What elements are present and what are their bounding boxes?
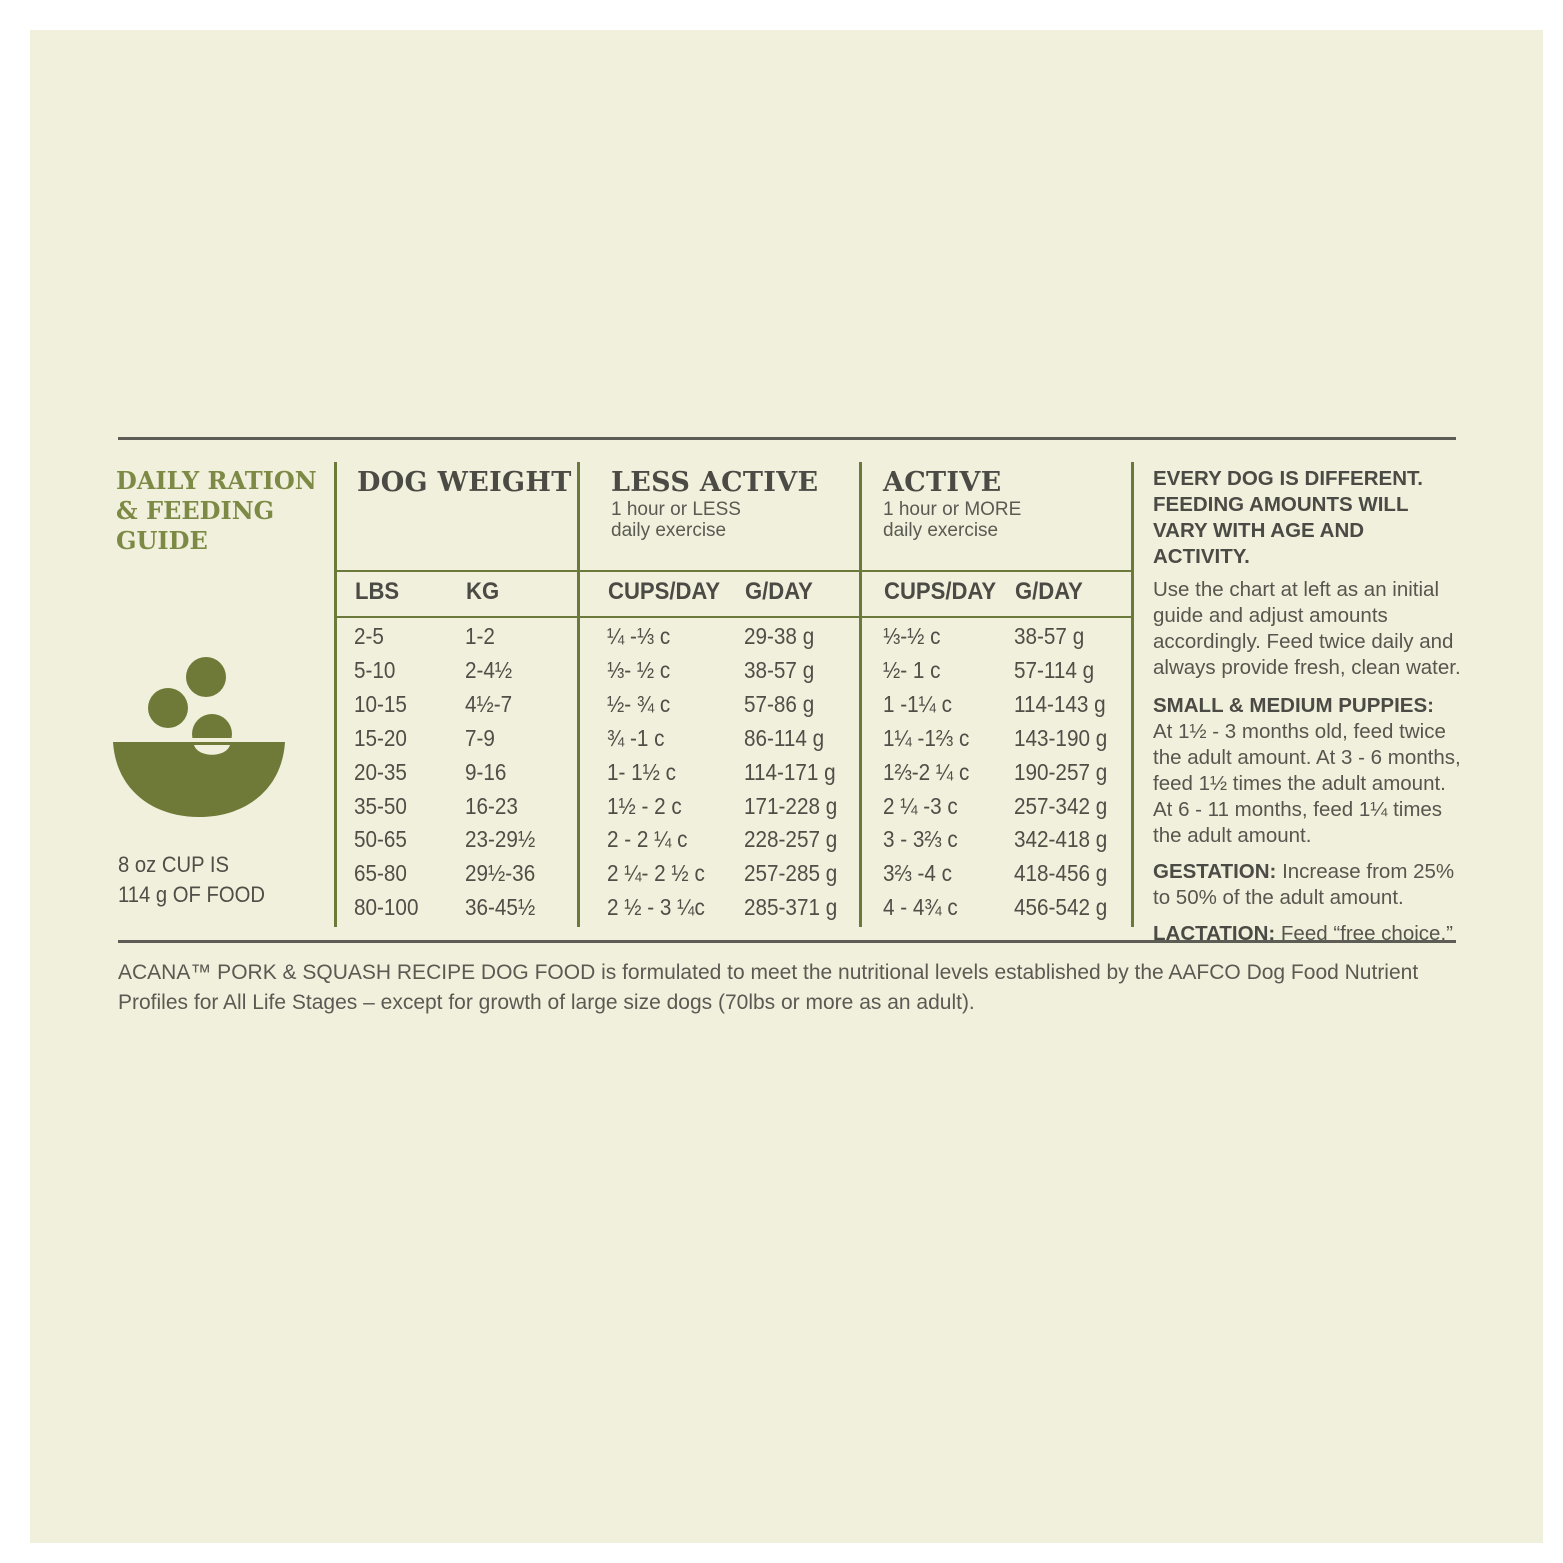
lbs-cell: 2-5 [354,623,384,649]
lbs-cell: 50-65 [354,826,407,853]
lbs-cell: 15-20 [354,724,407,751]
cups-less-active-cell: 1- 1½ c [607,758,677,785]
kg-cell: 1-2 [465,623,495,649]
kg-cell: 23-29½ [465,826,536,853]
grams-active-cell: 257-342 g [1014,792,1108,819]
column-header-grams-active: G/DAY [1015,578,1083,605]
divider [1131,462,1134,927]
cup-note: 8 oz CUP IS 114 g OF FOOD [118,850,265,910]
feeding-guide-panel [30,30,1543,1543]
guide-title: DAILY RATION & FEEDING GUIDE [116,466,317,555]
kg-cell: 29½-36 [465,860,536,887]
lbs-cell: 80-100 [354,894,419,921]
column-header-grams-less: G/DAY [745,578,813,605]
cups-less-active-cell: ¾ -1 c [607,724,665,751]
lbs-cell: 10-15 [354,690,407,717]
kg-cell: 16-23 [465,792,518,819]
puppies-label: SMALL & MEDIUM PUPPIES: [1153,694,1434,717]
divider [334,462,337,927]
grams-less-active-cell: 171-228 g [744,792,838,819]
cups-less-active-cell: 2 - 2 ¼ c [607,826,688,853]
active-header: ACTIVE [883,467,1002,498]
kg-cell: 36-45½ [465,894,536,921]
cups-less-active-cell: 2 ¼- 2 ½ c [607,860,705,887]
grams-less-active-cell: 29-38 g [744,623,815,649]
grams-less-active-cell: 38-57 g [744,656,815,683]
grams-active-cell: 38-57 g [1014,623,1085,649]
less-active-subtitle: 1 hour or LESS daily exercise [611,499,741,541]
gestation-note: GESTATION: Increase from 25% to 50% of t… [1153,859,1463,911]
grams-less-active-cell: 228-257 g [744,826,838,853]
less-active-header: LESS ACTIVE [611,467,819,498]
column-header-kg: KG [466,578,500,605]
cups-less-active-cell: ½- ¾ c [607,690,671,717]
sidebar-intro: Use the chart at left as an initial guid… [1153,578,1461,679]
grams-active-cell: 190-257 g [1014,758,1108,785]
active-subtitle: 1 hour or MORE daily exercise [883,499,1022,541]
lactation-text: Feed “free choice.” [1275,922,1453,945]
kg-cell: 4½-7 [465,690,513,717]
header-divider [336,570,1132,572]
lbs-cell: 65-80 [354,860,407,887]
column-header-cups-less: CUPS/DAY [608,578,721,605]
puppies-text: At 1½ - 3 months old, feed twice the adu… [1153,720,1461,847]
gestation-text: Increase from 25% to 50% of the adult am… [1153,860,1455,909]
cup-note-line: 8 oz CUP IS [118,852,230,877]
gestation-label: GESTATION: [1153,860,1277,883]
grams-active-cell: 143-190 g [1014,724,1108,751]
cups-less-active-cell: ⅓- ½ c [607,656,671,683]
grams-less-active-cell: 285-371 g [744,894,838,921]
grams-less-active-cell: 57-86 g [744,690,815,717]
lbs-cell: 35-50 [354,792,407,819]
column-header-lbs: LBS [355,578,400,605]
dog-weight-header: DOG WEIGHT [357,467,572,498]
lbs-cell: 5-10 [354,656,396,683]
lactation-label: LACTATION: [1153,922,1276,945]
kg-cell: 2-4½ [465,656,513,683]
cups-active-cell: 1⅔-2 ¼ c [883,758,970,785]
cups-active-cell: 4 - 4¾ c [883,894,958,921]
grams-active-cell: 57-114 g [1014,656,1095,683]
grams-less-active-cell: 114-171 g [744,758,836,785]
lbs-cell: 20-35 [354,758,407,785]
grams-active-cell: 418-456 g [1014,860,1108,887]
column-header-cups-active: CUPS/DAY [884,578,997,605]
lactation-note: LACTATION: Feed “free choice.” [1153,921,1463,947]
cups-active-cell: ⅓-½ c [883,623,941,649]
food-bowl-icon [113,657,285,817]
cup-note-line: 114 g OF FOOD [118,882,265,907]
grams-less-active-cell: 257-285 g [744,860,838,887]
cups-less-active-cell: 2 ½ - 3 ¼c [607,894,705,921]
kg-cell: 7-9 [465,724,495,751]
cups-less-active-cell: ¼ -⅓ c [607,623,671,649]
kg-cell: 9-16 [465,758,507,785]
cups-active-cell: 1 -1¼ c [883,690,953,717]
cups-active-cell: 1¼ -1⅔ c [883,724,970,751]
cups-less-active-cell: 1½ - 2 c [607,792,682,819]
bottom-rule [118,940,1456,943]
grams-active-cell: 114-143 g [1014,690,1106,717]
divider [859,462,862,927]
grams-active-cell: 456-542 g [1014,894,1108,921]
cups-active-cell: 2 ¼ -3 c [883,792,958,819]
grams-less-active-cell: 86-114 g [744,724,825,751]
cups-active-cell: 3 - 3⅔ c [883,826,958,853]
grams-active-cell: 342-418 g [1014,826,1108,853]
aafco-statement: ACANA™ PORK & SQUASH RECIPE DOG FOOD is … [118,961,1419,1014]
sidebar-notes: EVERY DOG IS DIFFERENT. FEEDING AMOUNTS … [1153,466,1463,947]
top-rule [118,437,1456,440]
divider [577,462,580,927]
sidebar-heading: EVERY DOG IS DIFFERENT. FEEDING AMOUNTS … [1153,467,1423,568]
puppies-note: SMALL & MEDIUM PUPPIES: At 1½ - 3 months… [1153,693,1463,849]
cups-active-cell: 3⅔ -4 c [883,860,953,887]
cups-active-cell: ½- 1 c [883,656,941,683]
header-divider [336,616,1132,618]
